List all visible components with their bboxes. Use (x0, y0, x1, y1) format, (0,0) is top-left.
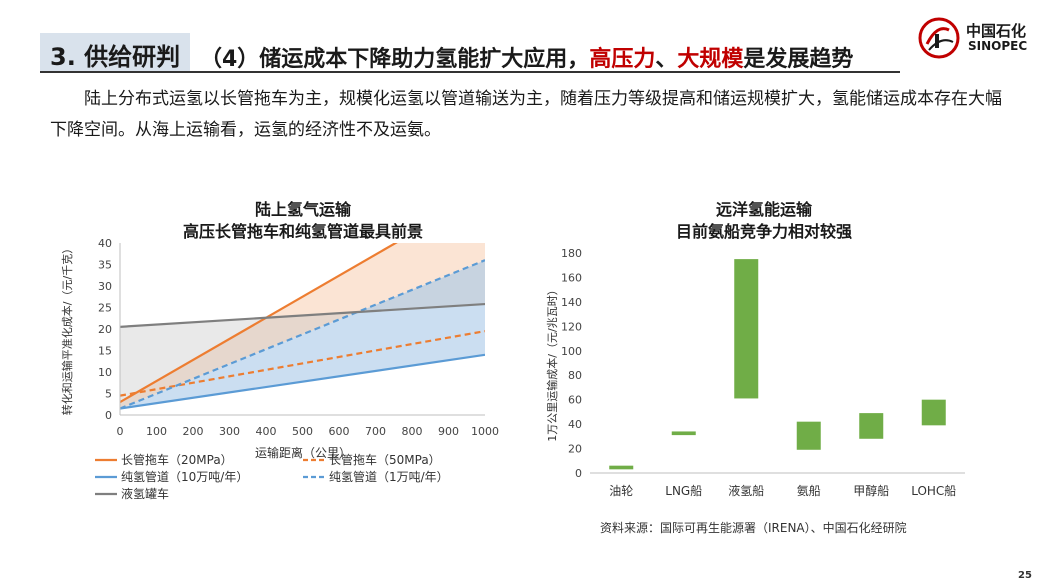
chart2-subtitle: 目前氨船竞争力相对较强 (676, 222, 852, 241)
chart1-shaded-band-1 (120, 243, 485, 409)
chart2-y-tick-label: 60 (568, 394, 582, 407)
logo-name-cn: 中国石化 (966, 22, 1027, 40)
title-prefix: （4）储运成本下降助力氢能扩大应用， (200, 47, 590, 72)
chart2-y-tick-label: 20 (568, 443, 582, 456)
chart1-x-tick-label: 400 (256, 425, 277, 438)
chart1-x-tick-label: 500 (292, 425, 313, 438)
chart1-series-line-4 (120, 302, 485, 328)
chart1-legend-label-3: 纯氢管道（1万吨/年） (329, 469, 449, 484)
chart1-y-tick-label: 40 (98, 237, 112, 250)
chart1-y-tick-label: 25 (98, 302, 112, 315)
chart2-y-axis-label: 1万公里运输成本/（元/兆瓦时） (545, 284, 559, 441)
chart1-legend-label-0: 长管拖车（20MPa） (121, 452, 233, 467)
chart1-x-tick-label: 1000 (471, 425, 499, 438)
chart1-x-tick-label: 200 (183, 425, 204, 438)
chart2-category-label-5: LOHC船 (911, 484, 956, 498)
chart1-x-tick-label: 100 (146, 425, 167, 438)
chart2-category-label-1: LNG船 (665, 484, 702, 498)
chart1-series-line-3 (120, 259, 485, 410)
chart1-subtitle: 高压长管拖车和纯氢管道最具前景 (183, 222, 423, 241)
chart1-y-axis-label: 转化和运输平准化成本/（元/千克） (60, 243, 74, 415)
section-number: 3. 供给研判 (50, 43, 181, 71)
chart1-title: 陆上氢气运输 (255, 200, 352, 219)
source-note: 资料来源：国际可再生能源署（IRENA）、中国石化经研院 (600, 521, 907, 535)
chart1-legend-label-4: 液氢罐车 (121, 486, 169, 501)
chart2-y-tick-label: 140 (561, 296, 582, 309)
chart2-bar-2 (734, 259, 759, 399)
chart1-series-line-0 (120, 243, 398, 404)
chart2-category-label-3: 氨船 (797, 484, 821, 498)
chart1-x-tick-label: 700 (365, 425, 386, 438)
chart1-y-tick-label: 30 (98, 280, 112, 293)
chart1-legend-label-2: 纯氢管道（10万吨/年） (121, 469, 248, 484)
chart1-y-tick-label: 35 (98, 259, 112, 272)
page-title: （4）储运成本下降助力氢能扩大应用，高压力、大规模是发展趋势 (200, 41, 853, 73)
chart2-category-label-2: 液氢船 (728, 483, 764, 498)
section-badge (40, 33, 190, 71)
chart1-y-tick-label: 15 (98, 345, 112, 358)
chart2-y-tick-label: 160 (561, 271, 582, 284)
title-separator: 、 (655, 47, 678, 72)
chart1-y-tick-label: 10 (98, 366, 112, 379)
chart2-y-tick-label: 0 (575, 467, 582, 480)
chart2-bar-0 (609, 465, 634, 470)
chart1-x-tick-label: 0 (117, 425, 124, 438)
chart2-y-tick-label: 120 (561, 320, 582, 333)
chart1-legend-label-1: 长管拖车（50MPa） (329, 452, 441, 467)
chart2-category-label-0: 油轮 (609, 484, 633, 498)
chart1-y-tick-label: 0 (105, 409, 112, 422)
chart1-x-tick-label: 800 (402, 425, 423, 438)
logo-name-en: SINOPEC (968, 39, 1028, 53)
chart2-y-tick-label: 80 (568, 369, 582, 382)
chart2-title: 远洋氢能运输 (716, 200, 813, 219)
intro-paragraph: 陆上分布式运氢以长管拖车为主，规模化运氢以管道输送为主，随着压力等级提高和储运规… (50, 89, 1002, 140)
title-highlight-scale: 大规模 (677, 47, 744, 72)
chart2-bar-5 (921, 399, 946, 426)
chart1-x-tick-label: 900 (438, 425, 459, 438)
chart2-bar-4 (859, 413, 884, 439)
title-highlight-pressure: 高压力 (589, 47, 656, 72)
sinopec-logo-icon (918, 17, 960, 59)
header-divider (40, 71, 900, 73)
title-suffix: 是发展趋势 (743, 47, 854, 72)
chart2-y-tick-label: 100 (561, 345, 582, 358)
chart1-x-tick-label: 300 (219, 425, 240, 438)
chart1-series-line-2 (120, 353, 485, 410)
chart2-bar-1 (671, 431, 696, 436)
chart1-y-tick-label: 5 (105, 388, 112, 401)
chart1-x-axis-label: 运输距离（公里） (255, 445, 351, 460)
chart2-category-label-4: 甲醇船 (853, 483, 889, 498)
chart2-y-tick-label: 180 (561, 247, 582, 260)
chart2-bar-3 (796, 421, 821, 450)
chart1-y-tick-label: 20 (98, 323, 112, 336)
chart1-x-tick-label: 600 (329, 425, 350, 438)
chart1-plot-area (120, 243, 485, 410)
page-number: 25 (1018, 570, 1032, 581)
chart2-y-tick-label: 40 (568, 418, 582, 431)
